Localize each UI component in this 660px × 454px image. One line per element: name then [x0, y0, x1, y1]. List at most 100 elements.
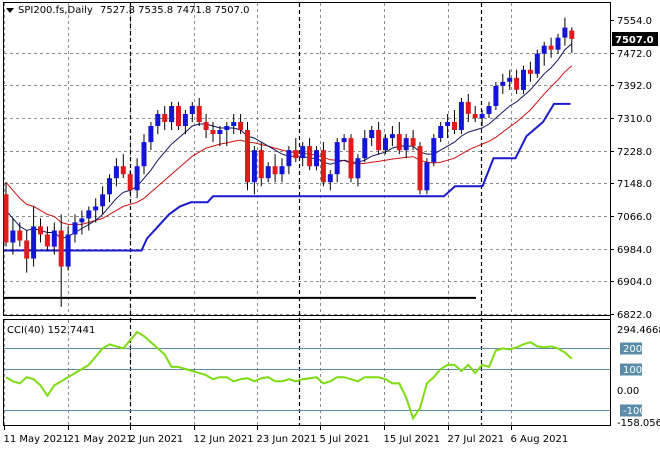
- candle[interactable]: [327, 170, 333, 191]
- candle[interactable]: [182, 110, 188, 135]
- candle[interactable]: [38, 218, 43, 243]
- candle[interactable]: [231, 114, 237, 135]
- candle[interactable]: [341, 134, 347, 151]
- candle[interactable]: [514, 69, 520, 94]
- candle[interactable]: [79, 210, 85, 235]
- candle[interactable]: [334, 138, 340, 183]
- price-tick-label: 7228.0: [617, 147, 652, 158]
- candle[interactable]: [279, 158, 285, 183]
- bull-candle-body: [300, 146, 306, 159]
- candle[interactable]: [217, 126, 223, 147]
- candle[interactable]: [320, 142, 326, 187]
- triangle-down-icon[interactable]: [6, 8, 14, 13]
- candle[interactable]: [127, 170, 133, 195]
- candle[interactable]: [251, 146, 257, 195]
- candle[interactable]: [3, 182, 9, 247]
- price-badge-bg: [612, 32, 658, 46]
- bull-candle-body: [534, 53, 540, 74]
- candle[interactable]: [376, 122, 382, 155]
- candle[interactable]: [348, 134, 354, 183]
- candle[interactable]: [410, 130, 416, 151]
- candle[interactable]: [65, 226, 71, 271]
- candle[interactable]: [286, 146, 292, 175]
- candle[interactable]: [120, 154, 126, 179]
- candle[interactable]: [445, 114, 451, 139]
- candle[interactable]: [24, 230, 30, 273]
- candle[interactable]: [300, 142, 306, 167]
- candle[interactable]: [293, 138, 299, 163]
- bull-candle-body: [251, 150, 257, 183]
- candle[interactable]: [369, 126, 375, 147]
- bear-candle-body: [307, 146, 313, 167]
- candle[interactable]: [562, 17, 568, 46]
- candle[interactable]: [389, 126, 395, 147]
- candle[interactable]: [472, 106, 478, 122]
- candle[interactable]: [500, 73, 506, 94]
- candle[interactable]: [10, 218, 16, 255]
- candle[interactable]: [245, 122, 250, 191]
- bear-candle-body: [348, 138, 354, 179]
- candles[interactable]: [3, 17, 575, 307]
- candle[interactable]: [486, 101, 492, 118]
- candle[interactable]: [383, 134, 388, 155]
- candle[interactable]: [162, 106, 168, 130]
- candle[interactable]: [258, 142, 264, 187]
- candle[interactable]: [176, 101, 181, 130]
- candle[interactable]: [44, 226, 50, 251]
- candle[interactable]: [72, 214, 78, 243]
- price-tick-label: 7310.0: [617, 114, 652, 125]
- candle[interactable]: [265, 162, 271, 183]
- candle[interactable]: [431, 134, 437, 167]
- candle[interactable]: [507, 69, 513, 90]
- bull-candle-body: [500, 81, 506, 86]
- candle[interactable]: [148, 122, 154, 151]
- candle[interactable]: [458, 97, 464, 135]
- candle[interactable]: [555, 33, 561, 54]
- candle[interactable]: [196, 97, 202, 126]
- candle[interactable]: [31, 206, 37, 267]
- candle[interactable]: [438, 122, 444, 143]
- candle[interactable]: [362, 130, 368, 163]
- candle[interactable]: [93, 198, 99, 223]
- candle[interactable]: [134, 158, 140, 199]
- candle[interactable]: [189, 101, 195, 122]
- ohlc-values: 7527.8 7535.8 7471.8 7507.0: [100, 5, 250, 16]
- candle[interactable]: [238, 114, 244, 135]
- candle[interactable]: [58, 214, 64, 307]
- candle[interactable]: [548, 37, 554, 58]
- candle[interactable]: [155, 110, 161, 135]
- candle[interactable]: [355, 154, 361, 187]
- bull-candle-body: [362, 138, 368, 159]
- candle[interactable]: [107, 174, 112, 203]
- candle[interactable]: [141, 134, 147, 175]
- candle[interactable]: [417, 142, 423, 195]
- candle[interactable]: [169, 101, 175, 130]
- candle[interactable]: [527, 61, 533, 82]
- candle[interactable]: [113, 158, 119, 187]
- candle[interactable]: [314, 146, 319, 171]
- candle[interactable]: [51, 222, 57, 255]
- candle[interactable]: [493, 81, 499, 110]
- candle[interactable]: [100, 186, 106, 215]
- candle[interactable]: [569, 27, 575, 53]
- candle[interactable]: [210, 122, 216, 143]
- candle[interactable]: [203, 114, 209, 139]
- bull-candle-body: [279, 166, 285, 175]
- candle[interactable]: [86, 206, 92, 231]
- candle[interactable]: [307, 138, 313, 171]
- candle[interactable]: [272, 154, 278, 183]
- candle[interactable]: [521, 65, 526, 94]
- candle[interactable]: [224, 122, 230, 147]
- candle[interactable]: [479, 110, 485, 126]
- candle[interactable]: [17, 222, 23, 247]
- candle[interactable]: [534, 49, 540, 78]
- candle[interactable]: [452, 110, 457, 135]
- candle[interactable]: [403, 134, 409, 159]
- candle[interactable]: [465, 93, 471, 122]
- bull-candle-body: [445, 122, 451, 126]
- candle[interactable]: [424, 158, 430, 195]
- candle[interactable]: [396, 122, 402, 155]
- candle[interactable]: [541, 41, 547, 66]
